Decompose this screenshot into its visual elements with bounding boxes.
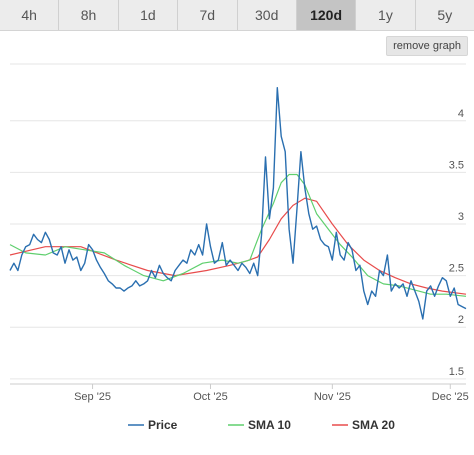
remove-graph-button[interactable]: remove graph	[386, 36, 468, 56]
tab-120d[interactable]: 120d	[296, 0, 357, 30]
series-line-sma-10	[9, 173, 467, 297]
x-tick-label: Oct '25	[193, 391, 228, 403]
tab-4h[interactable]: 4h	[0, 0, 60, 30]
y-tick-label: 3.5	[449, 159, 464, 171]
x-tick-label: Dec '25	[432, 391, 469, 403]
series-line-sma-20	[9, 197, 467, 295]
tab-5y[interactable]: 5y	[415, 0, 474, 30]
y-tick-label: 2	[458, 314, 464, 326]
legend-label: Price	[148, 418, 178, 432]
x-tick-label: Sep '25	[74, 391, 111, 403]
y-tick-label: 1.5	[449, 366, 464, 378]
tab-7d[interactable]: 7d	[178, 0, 238, 30]
tab-1y[interactable]: 1y	[356, 0, 416, 30]
tab-8h[interactable]: 8h	[59, 0, 119, 30]
timeframe-tabs: 4h 8h 1d 7d 30d 120d 1y 5y	[0, 0, 474, 31]
y-tick-label: 2.5	[449, 263, 464, 275]
y-tick-label: 3	[458, 211, 464, 223]
legend-label: SMA 10	[248, 418, 291, 432]
legend-label: SMA 20	[352, 418, 395, 432]
tab-1d[interactable]: 1d	[118, 0, 179, 30]
y-tick-label: 4	[458, 108, 464, 120]
series-line-price	[9, 86, 467, 320]
tab-30d[interactable]: 30d	[237, 0, 297, 30]
x-tick-label: Nov '25	[314, 391, 351, 403]
